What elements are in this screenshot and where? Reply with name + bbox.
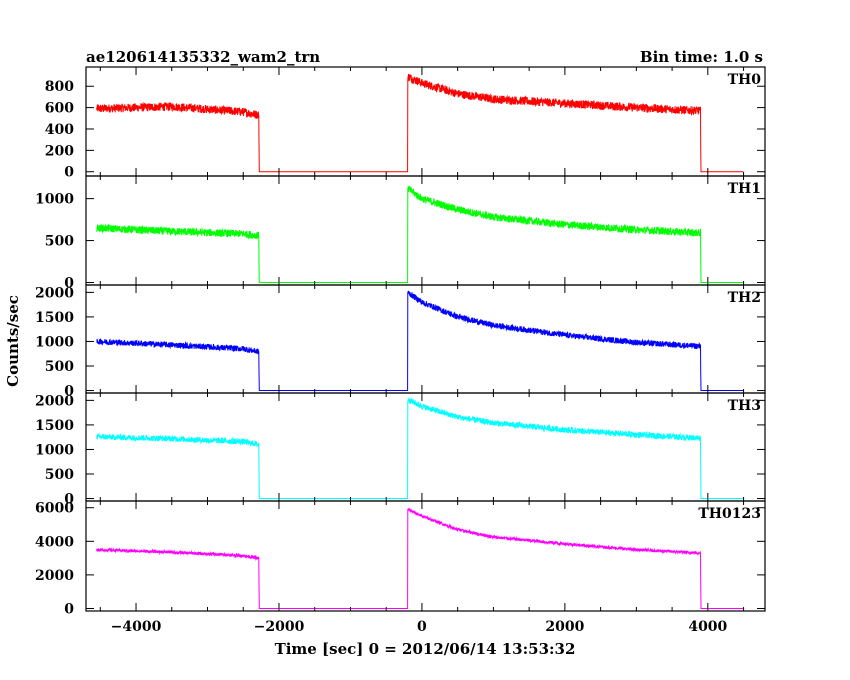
panel-th2-frame: [85, 284, 766, 394]
panel-th3-label: TH3: [728, 398, 761, 414]
x-tick-label: −2000: [254, 619, 305, 635]
panel-th1-label: TH1: [728, 181, 761, 197]
panel-th0123-ytick-label: 4000: [35, 534, 74, 550]
panel-th0123-ytick-label: 6000: [35, 501, 74, 517]
y-axis-label: Counts/sec: [4, 295, 22, 387]
panel-th2-ytick-label: 0: [64, 384, 74, 400]
series-th3-line: [96, 397, 744, 499]
panel-th1-ytick-label: 500: [45, 234, 74, 250]
series-th1-line: [96, 185, 744, 283]
panel-th3-ytick-label: 500: [45, 467, 74, 483]
x-tick-label: 0: [417, 619, 427, 635]
panel-th3-ytick-label: 2000: [35, 393, 74, 409]
panel-th0-ytick-label: 200: [45, 143, 74, 159]
x-tick-label: 2000: [545, 619, 584, 635]
series-th0123-line: [96, 507, 744, 609]
panel-th3-ytick-label: 1500: [35, 418, 74, 434]
panel-th0-label: TH0: [728, 72, 762, 88]
panel-th3-ytick-label: 1000: [35, 442, 74, 458]
panels-group: TH0 0 200 400 600 800 TH1 0 500 1000 TH2 0 500 1000 15…: [35, 66, 766, 635]
x-axis-label: Time [sec] 0 = 2012/06/14 13:53:32: [275, 640, 576, 658]
panel-th3-ytick-label: 0: [64, 492, 74, 508]
panel-th0123-ytick-label: 0: [64, 601, 74, 617]
panel-th0-ytick-label: 800: [45, 79, 74, 95]
panel-th2-ytick-label: 1000: [35, 334, 74, 350]
panel-th0123-frame: [85, 500, 766, 612]
panel-th0-ytick-label: 600: [45, 101, 74, 117]
panel-th0123-ytick-label: 2000: [35, 568, 74, 584]
panel-th2-ytick-label: 1500: [35, 310, 74, 326]
panel-th1-ytick-label: 0: [64, 275, 74, 291]
bin-time-label: Bin time: 1.0 s: [640, 48, 763, 66]
panel-th0-ytick-label: 0: [64, 165, 74, 181]
panel-th2-label: TH2: [728, 290, 761, 306]
x-tick-label: 4000: [688, 619, 727, 635]
figure-title: ae120614135332_wam2_trn: [86, 48, 320, 66]
panel-th2-ytick-label: 500: [45, 359, 74, 375]
panel-th2-ytick-label: 2000: [35, 285, 74, 301]
panel-th0-ytick-label: 400: [45, 122, 74, 138]
panel-th0123-label: TH0123: [698, 506, 761, 522]
series-th2-line: [96, 290, 744, 391]
x-tick-label: −4000: [111, 619, 162, 635]
series-th0-line: [96, 73, 744, 173]
panel-th1-ytick-label: 1000: [35, 192, 74, 208]
